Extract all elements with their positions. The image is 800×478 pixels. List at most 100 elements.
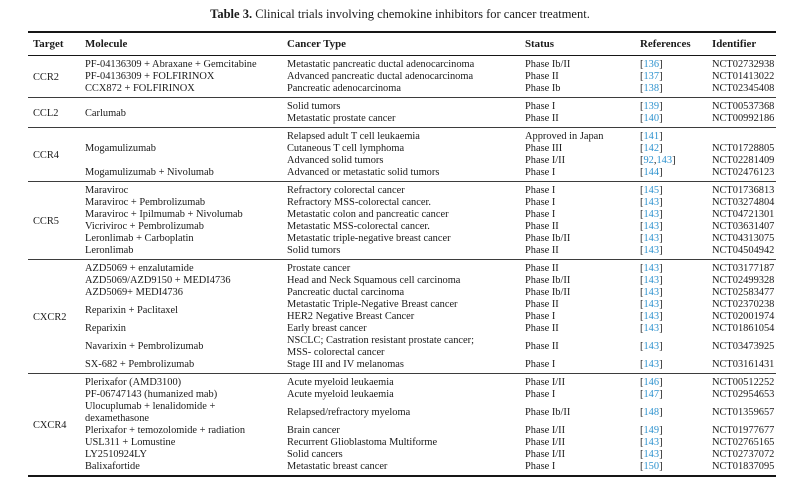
cancer-type-cell: Relapsed/refractory myeloma (287, 406, 411, 418)
reference-link[interactable]: 149 (643, 424, 660, 436)
table-row: CXCR2 AZD5069 + enzalutamide Prostate canc… (28, 259, 776, 374)
identifier-cell: NCT04721301 (712, 208, 775, 220)
identifier-cell: NCT02345408 (712, 82, 775, 94)
reference-link[interactable]: 144 (643, 166, 660, 178)
reference-link[interactable]: 143 (643, 244, 660, 256)
references-cell: [143] (640, 448, 663, 460)
reference-link[interactable]: 92 (643, 154, 654, 166)
target-cell: CCL2 (28, 97, 85, 128)
table-header: Target Molecule Cancer Type Status Refer… (28, 32, 776, 56)
status-cell: Phase I/II (525, 424, 566, 436)
cancer-type-cell: Metastatic prostate cancer (287, 112, 396, 124)
table-row: Leronlimab + Carboplatin Metastatic tripl… (28, 233, 776, 245)
references-cell: [139] (640, 97, 712, 113)
reference-link[interactable]: 141 (643, 130, 660, 142)
status-cell: Phase I (525, 166, 556, 178)
references-cell: [142] (640, 142, 663, 154)
table-header-row: Target Molecule Cancer Type Status Refer… (28, 32, 776, 56)
references-cell: [92,143] (640, 154, 676, 166)
table-row: USL311 + Lomustine Recurrent Glioblastoma… (28, 437, 776, 449)
reference-link[interactable]: 139 (643, 100, 660, 112)
header-status: Status (525, 32, 640, 56)
molecule-cell: Mogamulizumab + Nivolumab (85, 166, 214, 178)
reference-link[interactable]: 143 (643, 298, 660, 310)
status-cell: Phase Ib/II (525, 232, 571, 244)
reference-link[interactable]: 143 (643, 286, 660, 298)
reference-link[interactable]: 143 (643, 208, 660, 220)
reference-link[interactable]: 148 (643, 406, 660, 418)
cancer-type-cell: Refractory colorectal cancer (287, 181, 525, 197)
status-cell: Phase I/II (525, 448, 566, 460)
identifier-cell: NCT03631407 (712, 220, 775, 232)
references-cell: [143] (640, 274, 663, 286)
references-cell: [143] (640, 310, 663, 322)
molecule-cell: LY2510924LY (85, 448, 147, 460)
identifier-cell: NCT02954653 (712, 388, 775, 400)
table-row: Ulocuplumab + lenalidomide + dexamethaso… (28, 401, 776, 425)
reference-link[interactable]: 146 (643, 376, 660, 388)
reference-link[interactable]: 143 (643, 448, 660, 460)
molecule-cell: Mogamulizumab (85, 127, 287, 167)
status-cell: Phase II (525, 70, 559, 82)
reference-link[interactable]: 143 (643, 196, 660, 208)
reference-link[interactable]: 137 (643, 70, 660, 82)
status-cell: Phase II (525, 322, 559, 334)
identifier-cell: NCT03161431 (712, 358, 775, 370)
reference-link[interactable]: 140 (643, 112, 660, 124)
section-ccl2: CCL2 Carlumab Solid tumors Phase I [139] NCT0… (28, 97, 776, 128)
references-cell: [143] (640, 220, 663, 232)
molecule-cell: Reparixin (85, 322, 126, 334)
table-row: PF-04136309 + FOLFIRINOX Advanced pancrea… (28, 71, 776, 83)
reference-link[interactable]: 138 (643, 82, 660, 94)
reference-link[interactable]: 143 (643, 310, 660, 322)
references-cell: [143] (640, 322, 663, 334)
cancer-type-cell: Metastatic triple-negative breast cancer (287, 232, 451, 244)
status-cell: Phase II (525, 244, 559, 256)
cancer-type-cell: Early breast cancer (287, 322, 367, 334)
references-cell: [143] (640, 358, 663, 370)
molecule-cell: AZD5069+ MEDI4736 (85, 286, 183, 298)
reference-link[interactable]: 136 (643, 58, 660, 70)
header-identifier: Identifier (712, 32, 776, 56)
molecule-cell: AZD5069/AZD9150 + MEDI4736 (85, 274, 231, 286)
cancer-type-cell: Metastatic pancreatic ductal adenocarcin… (287, 55, 525, 71)
reference-link[interactable]: 143 (643, 232, 660, 244)
reference-link[interactable]: 150 (643, 460, 660, 472)
identifier-cell: NCT01413022 (712, 70, 775, 82)
references-cell: [138] (640, 82, 663, 94)
references-cell: [141] (640, 127, 712, 143)
reference-link[interactable]: 143 (643, 262, 660, 274)
reference-link[interactable]: 143 (643, 340, 660, 352)
status-cell: Phase I/II (525, 154, 566, 166)
identifier-cell: NCT01736813 (712, 181, 776, 197)
references-cell: [148] (640, 406, 663, 418)
cancer-type-cell: Solid tumors (287, 97, 525, 113)
status-cell: Approved in Japan (525, 127, 640, 143)
references-cell: [143] (640, 196, 663, 208)
cancer-type-cell: Stage III and IV melanomas (287, 358, 404, 370)
reference-link[interactable]: 143 (643, 274, 660, 286)
identifier-cell: NCT03177187 (712, 259, 776, 275)
table-row: CCR5 Maraviroc Refractory colorectal cance… (28, 181, 776, 260)
reference-link[interactable]: 143 (643, 220, 660, 232)
identifier-cell: NCT02583477 (712, 286, 775, 298)
table-row: Mogamulizumab + Nivolumab Advanced or met… (28, 167, 776, 182)
table-row: Vicriviroc + Pembrolizumab Metastatic MSS… (28, 221, 776, 233)
identifier-cell: NCT02476123 (712, 166, 775, 178)
reference-link[interactable]: 145 (643, 184, 660, 196)
molecule-cell: Maraviroc (85, 181, 287, 197)
reference-link[interactable]: 143 (643, 436, 660, 448)
identifier-cell: NCT01977677 (712, 424, 775, 436)
identifier-cell: NCT00992186 (712, 112, 775, 124)
reference-link[interactable]: 143 (656, 154, 673, 166)
reference-link[interactable]: 143 (643, 322, 660, 334)
molecule-cell: PF-04136309 + FOLFIRINOX (85, 70, 215, 82)
reference-link[interactable]: 143 (643, 358, 660, 370)
header-target: Target (28, 32, 85, 56)
references-cell: [143] (640, 208, 663, 220)
header-cancer-type: Cancer Type (287, 32, 525, 56)
reference-link[interactable]: 142 (643, 142, 660, 154)
reference-link[interactable]: 147 (643, 388, 660, 400)
status-cell: Phase Ib/II (525, 286, 571, 298)
target-cell: CCR2 (28, 55, 85, 98)
